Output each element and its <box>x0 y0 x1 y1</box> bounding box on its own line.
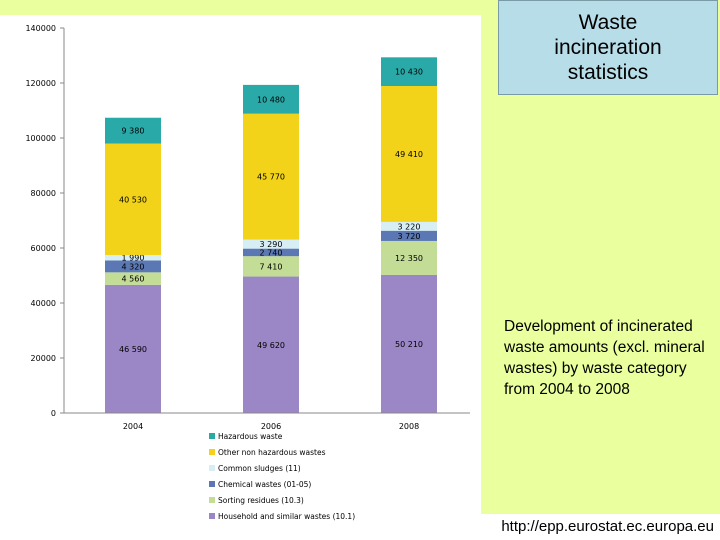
y-tick-label: 20000 <box>31 354 56 363</box>
data-label: 4 320 <box>122 262 145 271</box>
data-label: 49 620 <box>257 341 285 350</box>
title-box: Waste incineration statistics <box>498 0 718 95</box>
data-label: 2 740 <box>260 248 283 257</box>
bar-segment <box>381 221 437 231</box>
data-label: 3 720 <box>398 232 421 241</box>
bar-segment <box>243 276 299 413</box>
bar-segment <box>105 143 161 255</box>
legend-label: Common sludges (11) <box>218 464 301 473</box>
title-text: Waste incineration statistics <box>554 11 662 84</box>
bar-segment <box>105 272 161 285</box>
bar-segment <box>381 85 437 222</box>
bar-segment <box>381 240 437 275</box>
y-tick-label: 120000 <box>25 79 56 88</box>
data-label: 3 220 <box>398 222 421 231</box>
bar-segment <box>105 260 161 273</box>
data-label: 45 770 <box>257 173 285 182</box>
legend-label: Sorting residues (10.3) <box>218 496 304 505</box>
bar-segment <box>381 230 437 241</box>
description-text: Development of incinerated waste amounts… <box>504 318 705 398</box>
legend-swatch <box>209 465 215 471</box>
data-label: 50 210 <box>395 340 423 349</box>
bar-segment <box>243 113 299 240</box>
data-label: 4 560 <box>122 275 145 284</box>
bar-segment <box>381 57 437 86</box>
source-link[interactable]: http://epp.eurostat.ec.europa.eu <box>481 514 720 540</box>
data-label: 9 380 <box>122 127 145 136</box>
y-tick-label: 40000 <box>31 299 56 308</box>
legend-label: Chemical wastes (01-05) <box>218 480 311 489</box>
legend-label: Other non hazardous wastes <box>218 448 326 457</box>
bar-segment <box>381 274 437 413</box>
legend-swatch <box>209 497 215 503</box>
y-tick-label: 140000 <box>25 24 56 33</box>
x-tick-label: 2004 <box>123 422 143 431</box>
legend-swatch <box>209 449 215 455</box>
y-tick-label: 0 <box>51 409 56 418</box>
data-label: 3 290 <box>260 240 283 249</box>
legend-swatch <box>209 433 215 439</box>
stacked-bar-chart: 020000400006000080000100000120000140000 … <box>25 24 470 521</box>
bar-segment <box>105 284 161 413</box>
data-label: 40 530 <box>119 195 147 204</box>
bar-segment <box>243 239 299 249</box>
chart-panel: 0 20000 40000 60000 80000 100000 120000 140000 … <box>0 15 481 540</box>
data-label: 7 410 <box>260 262 283 271</box>
x-tick-label: 2006 <box>261 422 281 431</box>
y-axis: 0 20000 40000 60000 80000 100000 120000 140000 <box>25 24 65 418</box>
y-tick-label: 100000 <box>25 134 56 143</box>
x-tick-label: 2008 <box>399 422 419 431</box>
bar-segment <box>243 256 299 277</box>
bar-segment <box>105 254 161 261</box>
data-label: 49 410 <box>395 150 423 159</box>
y-tick-label: 60000 <box>31 244 56 253</box>
data-label: 46 590 <box>119 345 147 354</box>
data-label: 1 990 <box>122 254 145 263</box>
bar-segment <box>243 248 299 257</box>
y-tick-label: 80000 <box>31 189 56 198</box>
data-label: 10 430 <box>395 68 423 77</box>
legend: Hazardous waste Other non hazardous waste… <box>209 432 355 521</box>
x-axis: 2004 2006 2008 <box>64 412 470 431</box>
legend-swatch <box>209 481 215 487</box>
data-label: 12 350 <box>395 254 423 263</box>
legend-swatch <box>209 513 215 519</box>
data-label: 10 480 <box>257 95 285 104</box>
legend-label: Hazardous waste <box>218 432 283 441</box>
legend-label: Household and similar wastes (10.1) <box>218 512 355 521</box>
bar-segment <box>105 117 161 144</box>
bar-segment <box>243 84 299 114</box>
